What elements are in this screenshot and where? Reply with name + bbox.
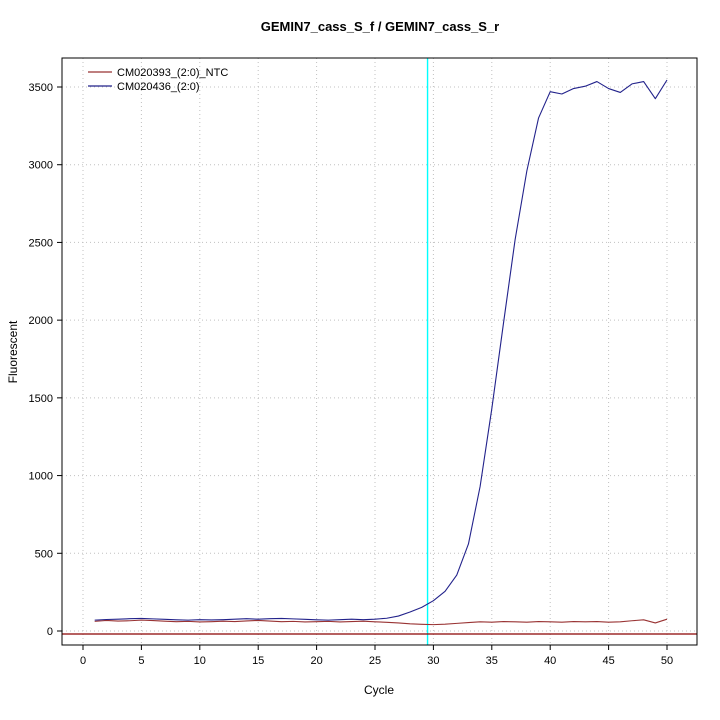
y-tick-label: 3500 [29, 82, 53, 94]
y-tick-label: 2500 [29, 237, 53, 249]
grid-lines [62, 58, 697, 645]
x-tick-label: 50 [661, 655, 673, 667]
x-tick-label: 20 [310, 655, 322, 667]
chart-title: GEMIN7_cass_S_f / GEMIN7_cass_S_r [261, 19, 499, 34]
x-tick-label: 45 [602, 655, 614, 667]
y-axis-label: Fluorescent [6, 320, 20, 383]
data-series [94, 79, 668, 626]
x-tick-label: 35 [486, 655, 498, 667]
reference-lines [62, 58, 697, 645]
x-tick-label: 30 [427, 655, 439, 667]
y-tick-label: 3000 [29, 160, 53, 172]
y-tick-label: 1500 [29, 393, 53, 405]
x-tick-label: 25 [369, 655, 381, 667]
plot-border [61, 57, 698, 646]
axes: 0 5 10 15 20 25 30 35 40 45 5005001000150020002500… [29, 82, 674, 667]
legend-label: CM020436_(2:0) [117, 81, 200, 93]
series-line-1 [94, 79, 668, 621]
x-tick-label: 0 [80, 655, 86, 667]
y-tick-label: 0 [47, 626, 53, 638]
x-tick-label: 15 [252, 655, 264, 667]
x-tick-label: 10 [194, 655, 206, 667]
series-line-0 [94, 618, 668, 626]
x-tick-label: 5 [138, 655, 144, 667]
x-axis-label: Cycle [364, 683, 394, 697]
y-tick-label: 1000 [29, 471, 53, 483]
legend-label: CM020393_(2:0)_NTC [117, 67, 228, 79]
y-tick-label: 500 [35, 548, 53, 560]
y-tick-label: 2000 [29, 315, 53, 327]
x-tick-label: 40 [544, 655, 556, 667]
legend: CM020393_(2:0)_NTC CM020436_(2:0) [88, 67, 228, 93]
